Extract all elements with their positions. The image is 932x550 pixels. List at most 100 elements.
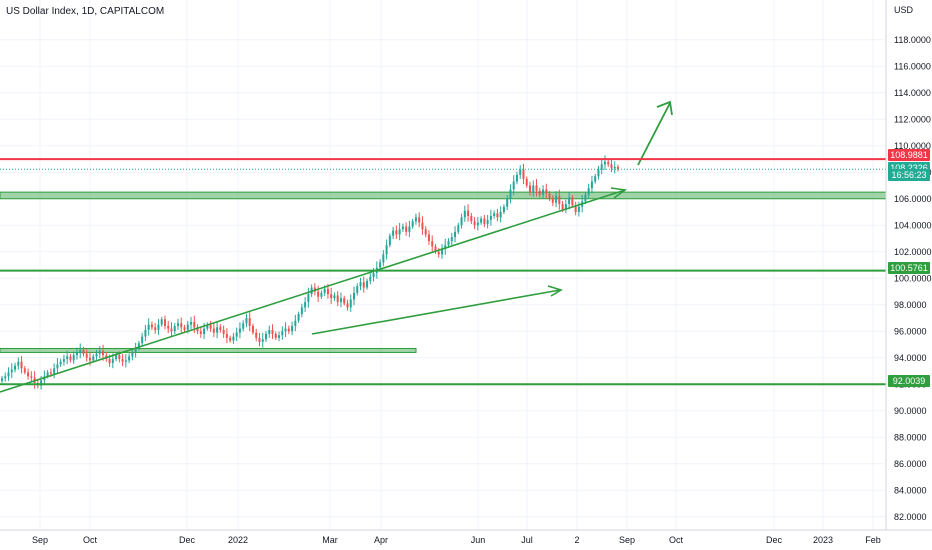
time-tick-label: Apr [374, 535, 388, 545]
candle-body [317, 291, 320, 297]
price-tick-label: 94.0000 [894, 353, 927, 363]
support-zone[interactable] [0, 347, 417, 353]
candle-body [401, 226, 404, 230]
candle-body [545, 189, 548, 194]
candle-body [405, 226, 408, 232]
time-tick-label: Mar [322, 535, 338, 545]
candle-body [346, 303, 349, 308]
candle-body [454, 231, 457, 238]
candle-body [248, 318, 251, 326]
candle-body [102, 351, 105, 356]
grid [0, 0, 886, 530]
candle-body [167, 325, 170, 329]
candle-body [600, 164, 603, 170]
breakout-arrow[interactable] [637, 102, 671, 166]
candle-body [574, 205, 577, 212]
price-tick-label: 100.0000 [894, 273, 932, 283]
candle-body [555, 196, 558, 203]
candle-body [82, 349, 85, 354]
time-tick-label: Dec [766, 535, 783, 545]
candle-body [356, 286, 359, 293]
candle-body [157, 324, 160, 330]
time-tick-label: 2023 [813, 535, 833, 545]
candle-body [431, 241, 434, 247]
candle-body [20, 361, 23, 369]
candle-body [62, 359, 65, 362]
candle-body [480, 218, 483, 223]
candle-body [385, 245, 388, 255]
candle-body [515, 174, 518, 182]
candle-body [163, 319, 166, 326]
candle-body [0, 378, 4, 381]
candle-body [418, 217, 421, 223]
candle-body [584, 194, 587, 202]
candle-body [128, 356, 131, 361]
candle-body [147, 324, 150, 330]
candle-body [242, 323, 245, 329]
candle-body [382, 254, 385, 263]
candle-body [304, 302, 307, 308]
candle-body [281, 331, 284, 336]
price-tick-label: 104.0000 [894, 220, 932, 230]
candle-body [134, 348, 137, 353]
candle-body [235, 332, 238, 337]
candle-body [395, 230, 398, 235]
candle-body [124, 360, 127, 362]
candle-body [30, 376, 33, 378]
candle-body [434, 246, 437, 252]
candle-body [424, 229, 427, 235]
time-tick-label: Sep [619, 535, 635, 545]
price-tag-label: 100.5761 [890, 263, 928, 273]
candle-body [307, 294, 310, 303]
candle-body [467, 210, 470, 216]
breakout-arrowhead [656, 100, 673, 116]
candle-body [258, 337, 261, 342]
candle-body [470, 215, 473, 222]
price-tick-label: 82.0000 [894, 512, 927, 522]
candle-body [170, 328, 173, 332]
candle-body [525, 178, 528, 186]
time-tick-label: Sep [32, 535, 48, 545]
candle-body [535, 185, 538, 191]
candle-body [427, 234, 430, 242]
time-axis[interactable]: Sep Oct Dec 2022 Mar Apr Jun Jul 2 Sep Oct Dec 2023 F… [32, 535, 881, 545]
candle-body [440, 249, 444, 255]
candle-body [372, 272, 375, 277]
candle-body [17, 361, 20, 366]
trendline-short[interactable] [311, 289, 561, 335]
candle-body [616, 166, 620, 170]
candle-body [150, 324, 153, 328]
candle-body [193, 321, 196, 328]
candle-body [206, 324, 209, 329]
price-axis[interactable]: 82.0000 84.0000 86.0000 88.0000 90.0000 92.00… [894, 35, 932, 522]
candle-body [284, 328, 287, 332]
candle-body [362, 282, 365, 288]
price-tick-label: 116.0000 [894, 61, 931, 71]
price-tick-label: 110.0000 [894, 141, 931, 151]
candle-body [141, 336, 144, 344]
candle-body [111, 359, 114, 364]
candle-body [291, 325, 294, 332]
horizontal-lines[interactable] [0, 158, 886, 386]
trendline-long-arrowhead [610, 187, 628, 199]
candle-body [85, 353, 88, 358]
candle-body [255, 332, 258, 338]
price-tag-label: 108.2326 [890, 163, 928, 173]
price-tag [888, 169, 930, 181]
candle-body [46, 372, 49, 377]
price-tick-label: 88.0000 [894, 432, 927, 442]
candle-body [56, 364, 59, 369]
trendline-long[interactable] [0, 189, 626, 393]
candle-body [72, 355, 75, 361]
candle-body [131, 352, 134, 357]
candle-body [23, 368, 26, 373]
trendline-drawings[interactable] [0, 100, 673, 393]
candle-body [271, 329, 274, 334]
support-zone[interactable] [0, 191, 887, 200]
candle-body [115, 355, 118, 360]
candle-body [199, 331, 202, 334]
time-tick-label: 2022 [228, 535, 248, 545]
candle-body [75, 352, 78, 356]
